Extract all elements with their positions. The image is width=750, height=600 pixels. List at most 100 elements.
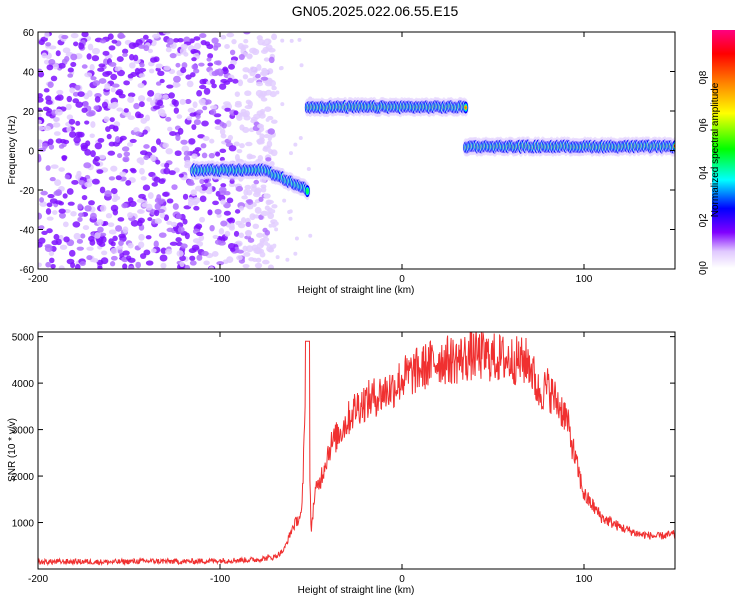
noise-cell xyxy=(137,113,144,119)
noise-cell xyxy=(38,125,44,131)
noise-cell xyxy=(179,47,187,55)
noise-cell xyxy=(262,46,270,53)
noise-cell xyxy=(242,74,249,80)
snr-plot xyxy=(38,332,675,567)
noise-cell xyxy=(74,84,81,91)
noise-cell xyxy=(235,220,243,226)
noise-cell xyxy=(78,179,86,186)
noise-cell xyxy=(179,255,186,262)
noise-cell xyxy=(96,169,104,174)
noise-cell xyxy=(86,111,95,117)
noise-cell xyxy=(86,53,92,60)
noise-cell xyxy=(175,134,181,142)
noise-cell xyxy=(175,237,182,243)
noise-cell xyxy=(187,181,195,186)
noise-cell xyxy=(189,255,196,261)
noise-cell xyxy=(127,242,134,249)
noise-cell xyxy=(136,157,145,164)
snr-series-line xyxy=(38,332,675,567)
noise-cell xyxy=(165,116,172,122)
noise-cell xyxy=(227,134,234,141)
noise-cell xyxy=(105,70,113,76)
noise-cell xyxy=(226,120,232,128)
noise-cell xyxy=(218,228,225,235)
noise-cell xyxy=(97,137,105,143)
noise-cell xyxy=(76,246,84,251)
noise-cell xyxy=(274,221,279,226)
noise-cell xyxy=(104,190,112,197)
noise-cell xyxy=(190,189,197,197)
noise-cell xyxy=(199,78,207,85)
noise-cell xyxy=(97,226,104,233)
snr-xlabel: Height of straight line (km) xyxy=(298,585,415,596)
noise-cell xyxy=(110,73,118,81)
noise-cell xyxy=(180,243,188,249)
noise-cell xyxy=(308,233,313,238)
noise-cell xyxy=(239,143,245,149)
noise-cell xyxy=(263,134,271,139)
noise-cell xyxy=(154,202,162,210)
noise-cell xyxy=(201,250,209,257)
snr-axes: -200 -100 0 100 1000 2000 3000 4000 5000 xyxy=(12,332,675,585)
noise-cell xyxy=(187,200,194,207)
noise-cell xyxy=(212,200,219,206)
noise-cell xyxy=(156,194,162,202)
spectrogram xyxy=(38,32,675,269)
noise-cell xyxy=(173,167,180,173)
noise-cell xyxy=(58,212,66,219)
noise-cell xyxy=(110,87,116,93)
noise-cell xyxy=(182,218,188,225)
noise-cell xyxy=(146,97,153,102)
noise-cell xyxy=(38,68,43,74)
noise-cell xyxy=(135,261,142,269)
noise-cell xyxy=(73,232,81,240)
noise-cell xyxy=(54,179,62,187)
noise-cell xyxy=(108,62,117,67)
noise-cell xyxy=(94,96,101,103)
noise-cell xyxy=(68,249,76,257)
noise-cell xyxy=(185,74,192,80)
noise-cell xyxy=(67,201,75,206)
noise-cell xyxy=(111,83,120,88)
noise-cell xyxy=(194,42,202,50)
noise-cell xyxy=(234,209,241,214)
noise-cell xyxy=(179,261,185,268)
noise-cell xyxy=(81,32,89,38)
noise-cell xyxy=(259,251,266,258)
noise-cell xyxy=(68,118,76,125)
noise-cell xyxy=(104,83,111,90)
noise-cell xyxy=(86,178,94,183)
noise-cell xyxy=(234,102,242,108)
noise-cell xyxy=(38,143,42,148)
noise-cell xyxy=(82,225,90,231)
noise-cell xyxy=(258,214,264,220)
noise-cell xyxy=(177,37,184,43)
noise-cell xyxy=(138,101,145,108)
noise-cell xyxy=(58,208,66,214)
x-tick-label: -200 xyxy=(28,574,48,585)
noise-cell xyxy=(45,95,52,102)
noise-cell xyxy=(228,145,237,152)
noise-cell xyxy=(66,188,74,195)
noise-cell xyxy=(115,225,123,232)
y-tick-label: 2000 xyxy=(12,472,35,483)
noise-cell xyxy=(265,157,272,162)
noise-cell xyxy=(75,101,84,108)
noise-cell xyxy=(103,58,109,66)
y-tick-label: -20 xyxy=(20,186,35,197)
noise-cell xyxy=(55,238,62,246)
noise-cell xyxy=(138,233,145,241)
noise-cell xyxy=(238,205,245,211)
y-tick-label: 0 xyxy=(28,147,34,158)
noise-cell xyxy=(260,108,266,115)
noise-cell xyxy=(251,202,257,208)
noise-cell xyxy=(298,135,303,140)
noise-cell xyxy=(48,45,57,50)
noise-cell xyxy=(219,83,227,90)
noise-cell xyxy=(174,82,181,88)
noise-cell xyxy=(93,155,101,162)
noise-cell xyxy=(73,41,79,47)
noise-cell xyxy=(193,68,200,74)
noise-cell xyxy=(49,176,56,182)
